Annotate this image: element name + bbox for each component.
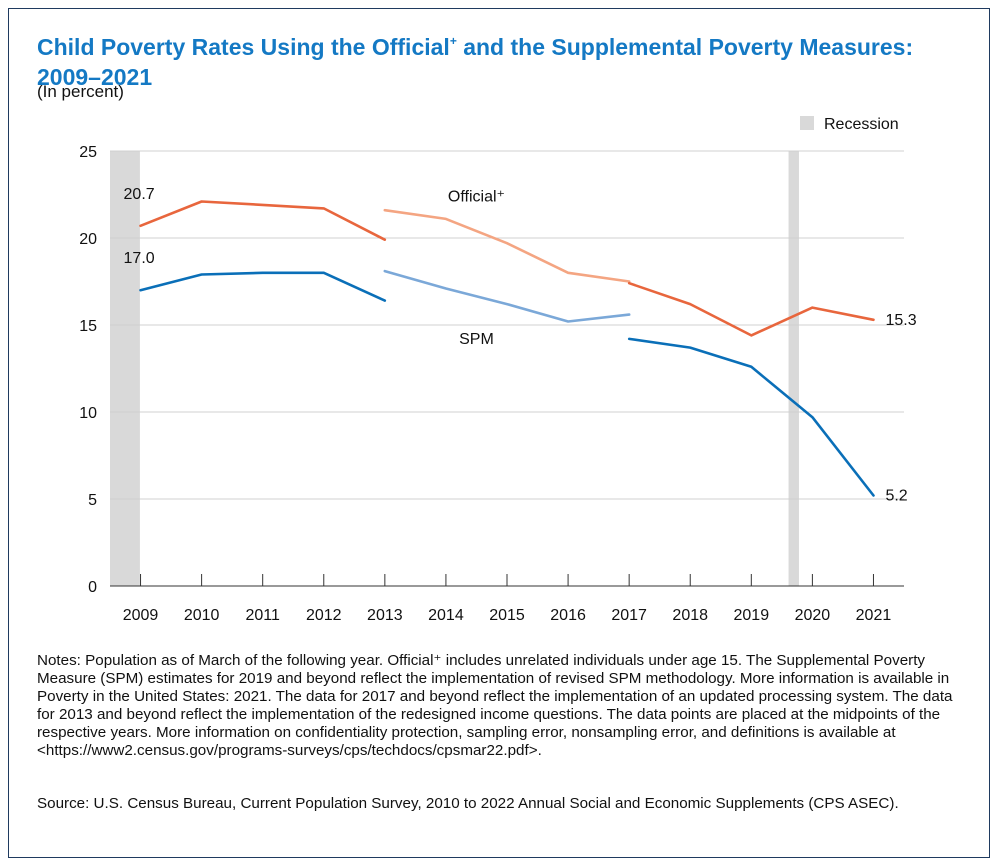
recession-band-0 [110,151,140,586]
series-line-official-0 [139,200,387,241]
chart-notes: Notes: Population as of March of the fol… [37,652,953,759]
x-tick-label-2013: 2013 [367,607,403,624]
series-line-spm-3 [139,271,387,302]
line-chart: 0 5 10 15 20 25 2009 2010 2011 2012 2013 2014 2015 20… [79,116,917,624]
data-label-3: 5.2 [885,488,907,505]
figure-frame [8,8,990,858]
series-label-1: SPM [459,331,494,348]
x-tick-label-2015: 2015 [489,607,525,624]
y-tick-label-0: 0 [88,579,97,596]
x-tick-label-2016: 2016 [550,607,586,624]
series-line-official-2 [627,281,875,337]
x-tick-label-2014: 2014 [428,607,464,624]
y-tick-label-5: 5 [88,492,97,509]
series-line-spm-5 [627,337,875,497]
y-tick-label-10: 10 [79,405,97,422]
series-line-official-1 [383,208,631,283]
y-tick-label-25: 25 [79,144,97,161]
title-rest: and the Supplemental Poverty Measures: 2… [37,34,914,90]
data-label-0: 20.7 [124,186,155,203]
x-tick-label-2009: 2009 [123,607,159,624]
x-tick-label-2018: 2018 [672,607,708,624]
chart-title: Child Poverty Rates Using the Official+ … [37,26,937,92]
chart-subtitle: (In percent) [37,82,124,101]
chart-source: Source: U.S. Census Bureau, Current Popu… [37,795,899,812]
series-label-0: Official⁺ [448,188,505,205]
x-tick-label-2012: 2012 [306,607,342,624]
x-tick-label-2017: 2017 [611,607,647,624]
legend-label: Recession [824,116,899,133]
data-label-2: 15.3 [885,312,916,329]
legend-swatch [800,116,814,130]
y-tick-label-15: 15 [79,318,97,335]
data-label-1: 17.0 [124,250,155,267]
x-tick-label-2011: 2011 [245,607,280,624]
x-tick-label-2010: 2010 [184,607,220,624]
title-plus: + [449,34,457,48]
x-tick-label-2021: 2021 [856,607,892,624]
title-main: Child Poverty Rates Using the Official [37,34,450,60]
recession-band-1 [788,151,799,586]
x-tick-label-2020: 2020 [795,607,831,624]
series-line-spm-4 [383,269,631,323]
x-tick-label-2019: 2019 [734,607,770,624]
y-tick-label-20: 20 [79,231,97,248]
